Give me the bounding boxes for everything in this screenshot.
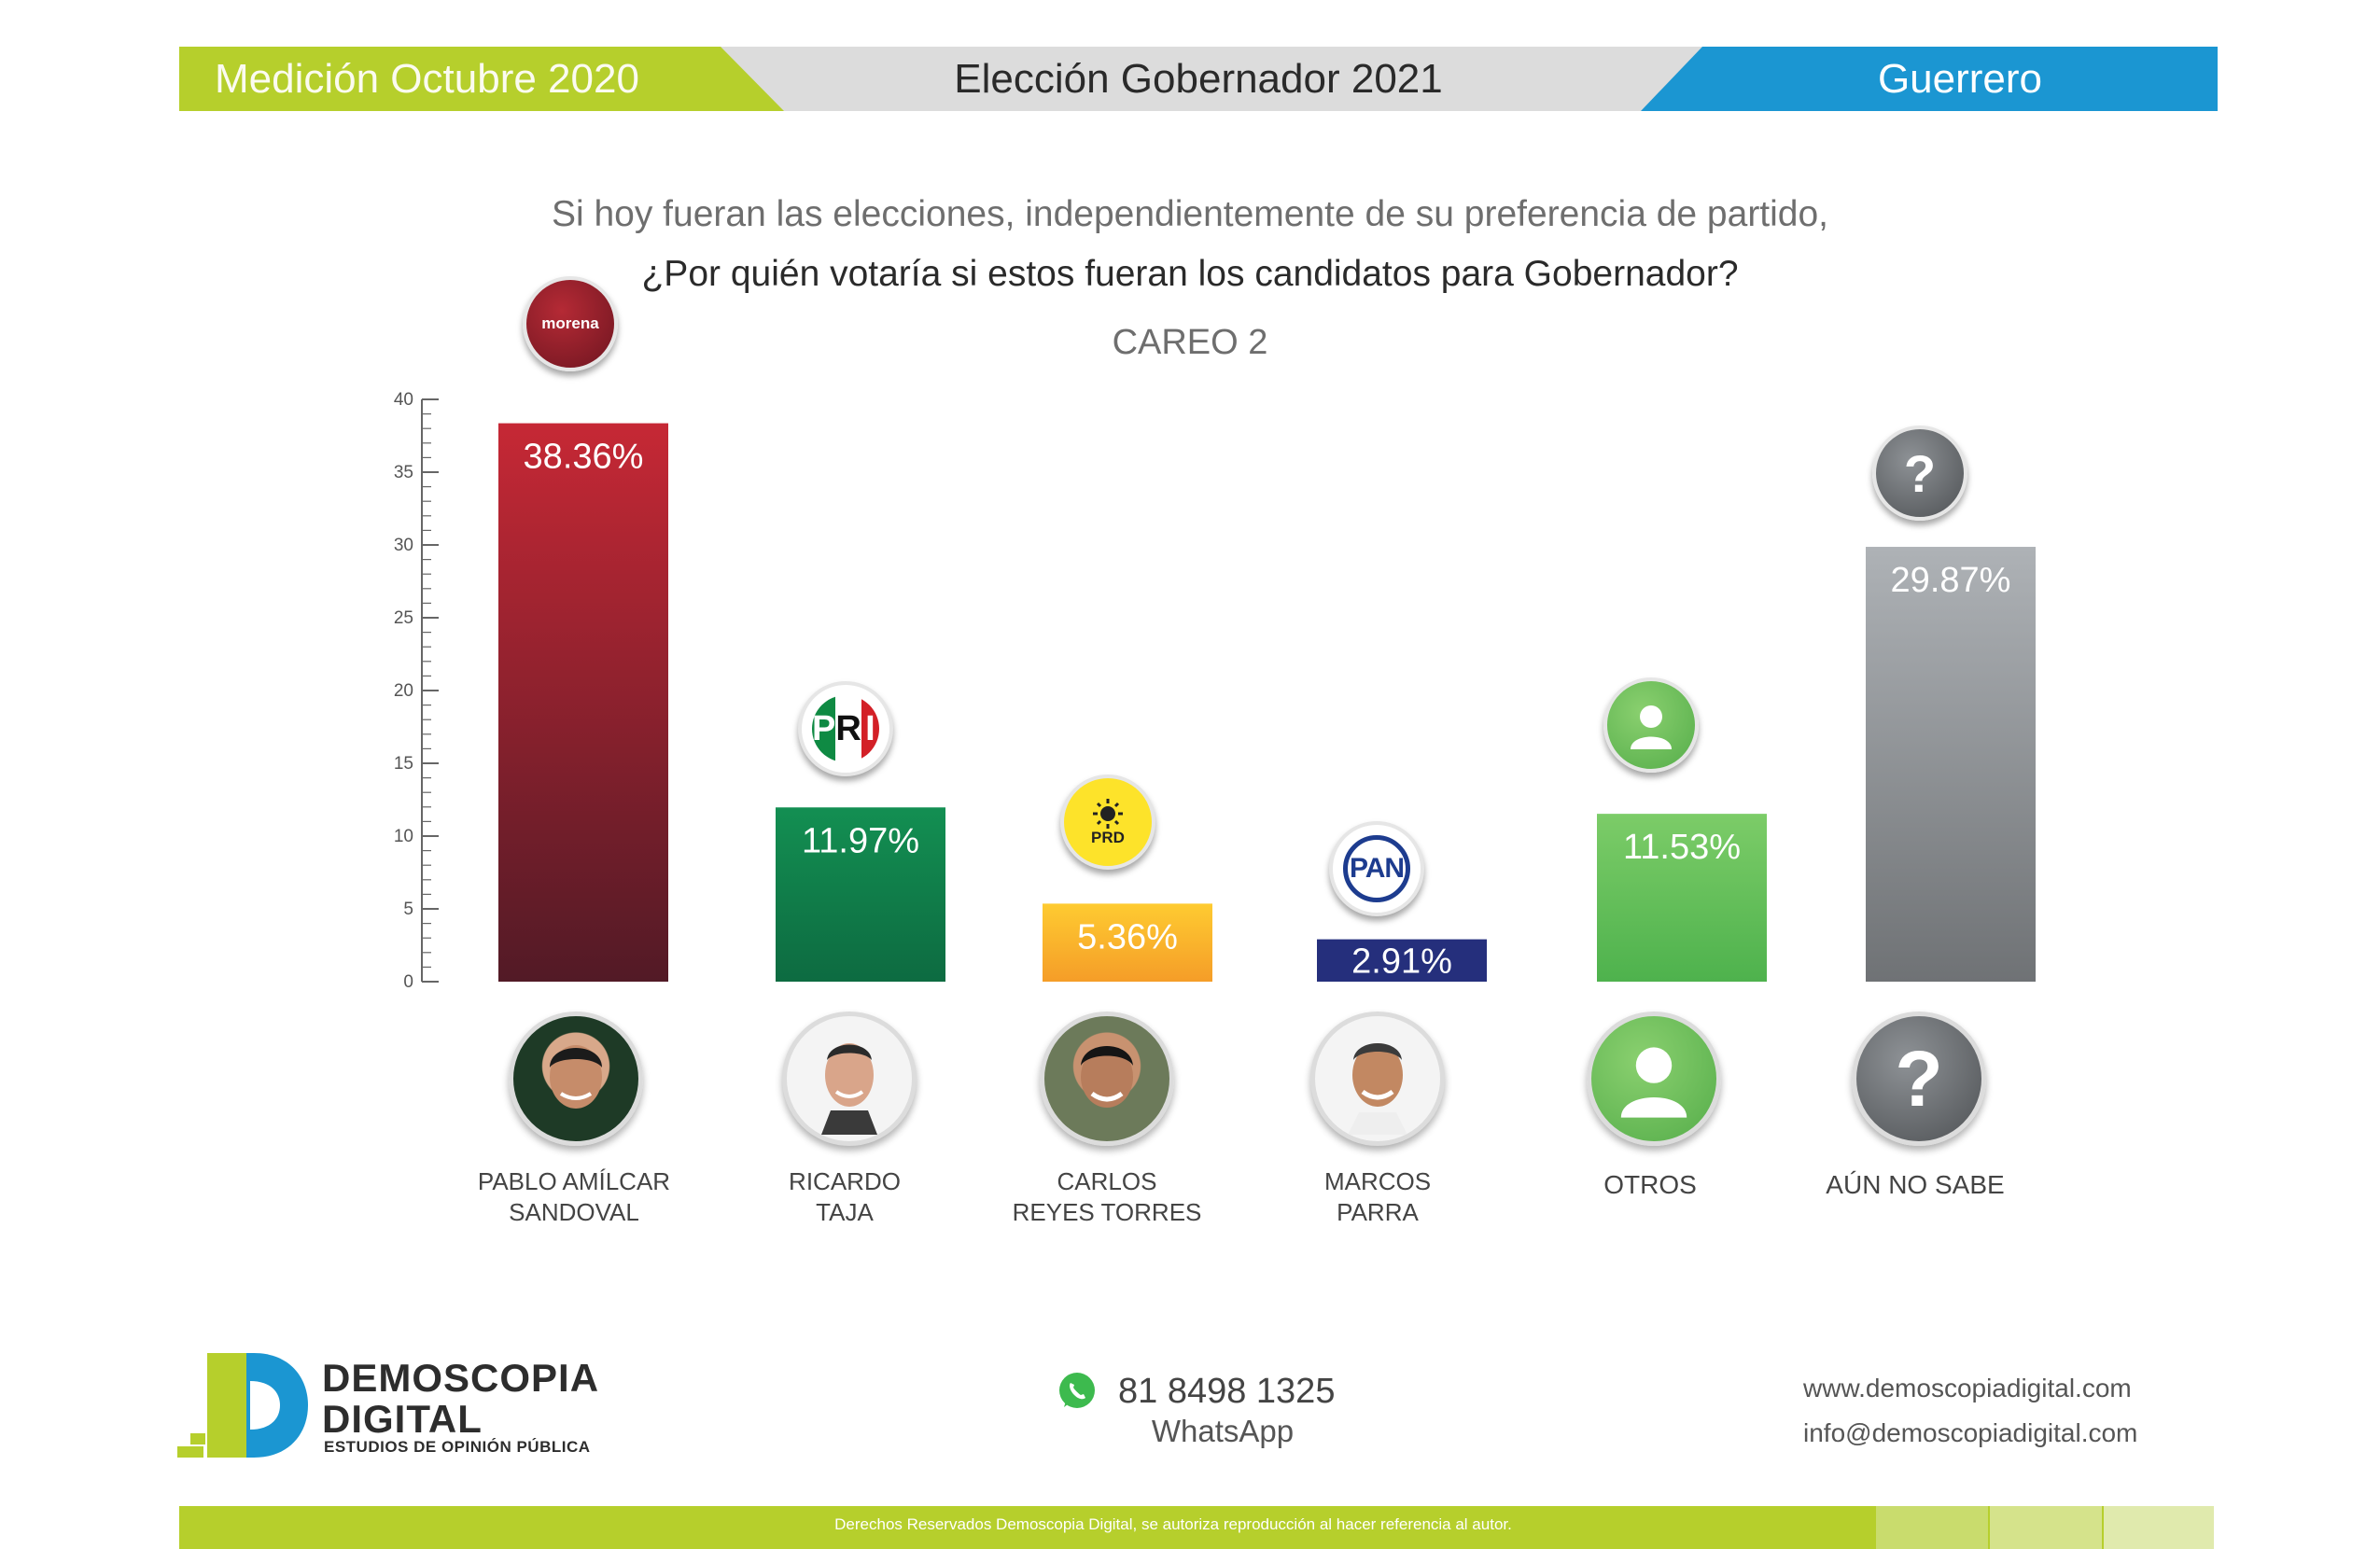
pri-letter-p: P <box>812 695 836 762</box>
face-icon <box>821 1043 877 1135</box>
phone-label: WhatsApp <box>1151 1414 1295 1448</box>
person-icon <box>1620 1047 1687 1118</box>
candidate-name-parra: MARCOS PARRA <box>1266 1166 1490 1228</box>
bar-value-label: 2.91% <box>1351 942 1452 982</box>
question-mark-icon: ? <box>1903 443 1937 503</box>
otros-photo <box>1587 1012 1721 1146</box>
candidate-name-reyes: CARLOS REYES TORRES <box>995 1166 1219 1228</box>
face-icon <box>1348 1043 1407 1135</box>
brand-tagline: ESTUDIOS DE OPINIÓN PÚBLICA <box>324 1438 591 1456</box>
candidate-photo-taja <box>782 1012 917 1146</box>
unknown-badge: ? <box>1872 426 1967 521</box>
demoscopia-logo <box>177 1353 308 1458</box>
pan-logo-ring: PAN <box>1343 835 1410 902</box>
otros-badge <box>1603 677 1699 773</box>
pri-logo: P R I <box>798 681 893 776</box>
header-left-segment <box>179 47 784 111</box>
unknown-photo: ? <box>1852 1012 1986 1146</box>
brand-name-line2: DIGITAL <box>322 1397 483 1441</box>
header-right-segment <box>1641 47 2218 111</box>
y-tick-label: 5 <box>403 900 413 919</box>
candidate-photo-sandoval <box>509 1012 643 1146</box>
bar-value-label: 29.87% <box>1891 561 2011 600</box>
bar-value-label: 11.97% <box>802 821 919 860</box>
copyright-text: Derechos Reservados Demoscopia Digital, … <box>834 1515 1512 1533</box>
chart-subtitle: CAREO 2 <box>1112 323 1268 362</box>
header-title: Elección Gobernador 2021 <box>954 56 1443 102</box>
category-name-otros: OTROS <box>1538 1169 1762 1200</box>
prd-logo-content: PRD <box>1089 798 1127 846</box>
face-icon <box>1081 1046 1133 1108</box>
candidate-name-line1: MARCOS <box>1323 1167 1432 1195</box>
candidate-name-line2: SANDOVAL <box>509 1198 639 1226</box>
y-tick-label: 30 <box>394 536 413 555</box>
y-tick-label: 25 <box>394 608 413 628</box>
candidate-name-line2: REYES TORRES <box>1012 1198 1202 1226</box>
website-link[interactable]: www.demoscopiadigital.com <box>1803 1374 2132 1402</box>
y-tick-label: 20 <box>394 681 413 701</box>
candidate-name-taja: RICARDO TAJA <box>733 1166 957 1228</box>
candidate-name-line2: TAJA <box>816 1198 874 1226</box>
header-date: Medición Octubre 2020 <box>215 56 639 102</box>
candidate-name-line1: RICARDO <box>789 1167 901 1195</box>
y-tick-label: 15 <box>394 754 413 774</box>
header-state: Guerrero <box>1877 56 2043 102</box>
bars: 38.36% 11.97% 5.36% 2.91% 11.53% 29.87% <box>498 423 2036 983</box>
sun-icon <box>1093 799 1123 829</box>
category-name-line1: OTROS <box>1603 1170 1697 1199</box>
bar <box>1866 547 2036 982</box>
bar <box>1597 814 1767 982</box>
category-name-aun-no-sabe: AÚN NO SABE <box>1803 1169 2027 1200</box>
bar <box>1317 939 1487 982</box>
footer-bar: Derechos Reservados Demoscopia Digital, … <box>179 1506 2214 1549</box>
bar-value-label: 38.36% <box>524 438 644 477</box>
phone-number[interactable]: 81 8498 1325 <box>1118 1372 1336 1411</box>
question-line-1: Si hoy fueran las elecciones, independie… <box>551 194 1829 234</box>
email-link[interactable]: info@demoscopiadigital.com <box>1803 1418 2138 1447</box>
bar <box>498 423 668 983</box>
candidate-name-line1: CARLOS <box>1057 1167 1157 1195</box>
y-tick-label: 35 <box>394 463 413 482</box>
y-tick-label: 0 <box>403 972 413 992</box>
y-tick-label: 40 <box>394 390 413 410</box>
candidate-name-sandoval: PABLO AMÍLCAR SANDOVAL <box>462 1166 686 1228</box>
bar <box>776 807 945 982</box>
person-icon <box>1631 705 1672 749</box>
bar-value-label: 5.36% <box>1077 917 1178 956</box>
bar-value-label: 11.53% <box>1623 828 1741 867</box>
header-banner: Elección Gobernador 2021 Medición Octubr… <box>179 47 2218 111</box>
candidate-name-line1: PABLO AMÍLCAR <box>477 1167 671 1195</box>
morena-logo-text: morena <box>541 314 599 332</box>
pri-letter-r: R <box>835 695 861 762</box>
pri-letter-i: I <box>861 695 879 762</box>
y-tick-label: 10 <box>394 827 413 846</box>
prd-logo-text: PRD <box>1091 829 1125 846</box>
bar-chart: 0 5 10 15 20 25 30 35 40 38.36% 11.97% 5.36% 2.91% 1… <box>394 390 2036 992</box>
y-axis: 0 5 10 15 20 25 30 35 40 <box>394 390 439 992</box>
candidate-name-line2: PARRA <box>1337 1198 1419 1226</box>
question-line-2: ¿Por quién votaría si estos fueran los c… <box>641 254 1739 294</box>
candidate-photo-reyes <box>1040 1012 1174 1146</box>
question-mark-icon: ? <box>1895 1034 1943 1123</box>
whatsapp-icon <box>1059 1373 1095 1408</box>
face-icon <box>550 1045 602 1109</box>
prd-logo: PRD <box>1060 774 1155 870</box>
pan-logo-text: PAN <box>1349 853 1405 884</box>
pri-logo-stripes: P R I <box>812 695 879 762</box>
candidate-photo-parra <box>1310 1012 1445 1146</box>
category-name-line1: AÚN NO SABE <box>1826 1170 2005 1199</box>
morena-logo: morena <box>523 276 618 371</box>
brand-name-line1: DEMOSCOPIA <box>322 1356 600 1400</box>
pan-logo: PAN <box>1329 821 1424 916</box>
bar <box>1043 903 1212 982</box>
